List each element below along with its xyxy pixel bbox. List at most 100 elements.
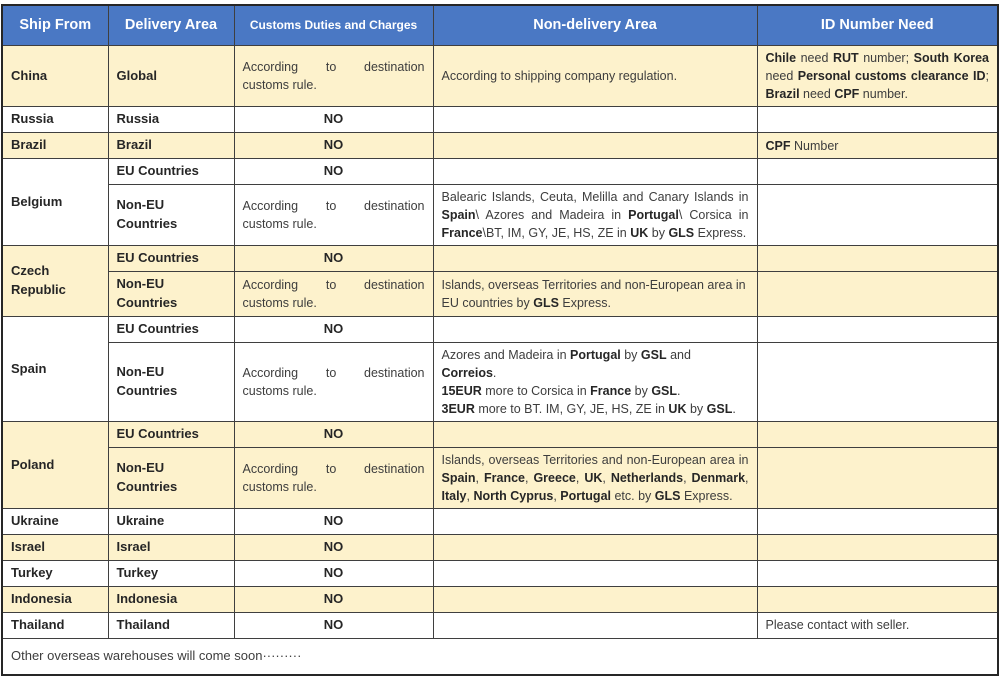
- table-row: Non-EU Countries According to destination…: [2, 447, 999, 510]
- table-cell: Other overseas warehouses will come soon…: [1, 637, 999, 676]
- table-cell: [756, 585, 999, 613]
- table-cell: Islands, overseas Territories and non-Eu…: [432, 447, 758, 510]
- table-cell: NO: [233, 534, 434, 562]
- table-cell: Turkey: [107, 560, 235, 587]
- table-cell: According to shipping company regulation…: [432, 45, 758, 108]
- table-cell: [432, 315, 758, 343]
- table-row: Czech Republic EU Countries NO: [1, 245, 999, 317]
- table-cell: Israel: [107, 534, 235, 562]
- table-cell: NO: [233, 560, 434, 587]
- table-cell: EU Countries: [107, 245, 235, 273]
- table-cell: NO: [233, 132, 434, 160]
- table-cell: [756, 315, 999, 343]
- table-cell: Indonesia: [1, 585, 109, 613]
- table-cell: Czech Republic: [1, 245, 109, 317]
- table-cell: [432, 611, 758, 639]
- table-row: Belgium EU Countries NO: [1, 158, 999, 247]
- table-cell: Belgium: [1, 158, 109, 247]
- table-cell: [432, 508, 758, 536]
- table-cell: NO: [233, 585, 434, 613]
- table-cell: Ukraine: [107, 508, 235, 536]
- table-cell: Israel: [1, 534, 109, 562]
- table-cell: According to destination customs rule.: [233, 183, 434, 247]
- table-cell: According to destination customs rule.: [233, 271, 434, 317]
- table-cell: Please contact with seller.: [756, 611, 999, 639]
- table-row: Israel Israel NO: [1, 534, 999, 562]
- table-row: Indonesia Indonesia NO: [1, 585, 999, 613]
- table-row: Spain EU Countries NO: [1, 315, 999, 423]
- table-cell: [756, 245, 999, 273]
- table-cell: [432, 534, 758, 562]
- table-cell: [432, 560, 758, 587]
- table-row: Non-EU Countries According to destination…: [2, 271, 999, 317]
- shipping-info-table: Ship From Delivery Area Customs Duties and…: [1, 4, 999, 676]
- table-cell: [756, 421, 999, 449]
- table-cell: [756, 447, 999, 510]
- table-row: Poland EU Countries NO: [1, 421, 999, 510]
- table-cell: Poland: [1, 421, 109, 510]
- table-cell: [756, 271, 999, 317]
- footer-row: Other overseas warehouses will come soon…: [1, 637, 999, 676]
- table-cell: NO: [233, 611, 434, 639]
- column-header-non-delivery-area: Non-delivery Area: [432, 4, 758, 47]
- column-header-customs-duties: Customs Duties and Charges: [233, 4, 434, 47]
- table-cell: NO: [233, 106, 434, 134]
- table-cell: According to destination customs rule.: [233, 341, 434, 423]
- table-cell: [756, 106, 999, 134]
- table-cell: [756, 183, 999, 247]
- table-row: Thailand Thailand NO Please contact with s…: [1, 611, 999, 639]
- table-cell: Chile need RUT number; South Korea need …: [756, 45, 999, 108]
- table-row: Brazil Brazil NO CPF Number: [1, 132, 999, 160]
- table-cell: China: [1, 45, 109, 108]
- table-cell: Islands, overseas Territories and non-Eu…: [432, 271, 758, 317]
- table-cell: Non-EU Countries: [107, 341, 235, 423]
- table-cell: Turkey: [1, 560, 109, 587]
- table-cell: [756, 341, 999, 423]
- column-header-id-number-need: ID Number Need: [756, 4, 999, 47]
- table-row: Russia Russia NO: [1, 106, 999, 134]
- table-cell: NO: [233, 421, 434, 449]
- header-row: Ship From Delivery Area Customs Duties and…: [1, 4, 999, 47]
- table-cell: [432, 585, 758, 613]
- table-cell: EU Countries: [107, 315, 235, 343]
- table-cell: Brazil: [107, 132, 235, 160]
- table-cell: CPF Number: [756, 132, 999, 160]
- table-cell: NO: [233, 315, 434, 343]
- table-row: Ukraine Ukraine NO: [1, 508, 999, 536]
- table-cell: Indonesia: [107, 585, 235, 613]
- column-header-delivery-area: Delivery Area: [107, 4, 235, 47]
- table-cell: EU Countries: [107, 158, 235, 185]
- table-cell: Thailand: [1, 611, 109, 639]
- table-cell: NO: [233, 245, 434, 273]
- table-cell: [756, 158, 999, 185]
- table-header: Ship From Delivery Area Customs Duties and…: [1, 4, 999, 47]
- table-body: China Global According to destination cust…: [1, 45, 999, 676]
- table-cell: Azores and Madeira in Portugal by GSL an…: [432, 341, 758, 423]
- table-cell: Ukraine: [1, 508, 109, 536]
- column-header-ship-from: Ship From: [1, 4, 109, 47]
- table-cell: According to destination customs rule.: [233, 447, 434, 510]
- table-cell: Thailand: [107, 611, 235, 639]
- table-cell: NO: [233, 508, 434, 536]
- table-cell: [432, 245, 758, 273]
- table-cell: EU Countries: [107, 421, 235, 449]
- table-row: Turkey Turkey NO: [1, 560, 999, 587]
- table-cell: Global: [107, 45, 235, 108]
- table-cell: [756, 508, 999, 536]
- table-cell: Non-EU Countries: [107, 447, 235, 510]
- table-cell: [756, 560, 999, 587]
- table-row: Non-EU Countries According to destination…: [2, 341, 999, 423]
- table-cell: Non-EU Countries: [107, 183, 235, 247]
- table-cell: Balearic Islands, Ceuta, Melilla and Can…: [432, 183, 758, 247]
- table-cell: Spain: [1, 315, 109, 423]
- table-cell: Non-EU Countries: [107, 271, 235, 317]
- table-cell: NO: [233, 158, 434, 185]
- table-cell: [432, 158, 758, 185]
- table-cell: [432, 421, 758, 449]
- table-cell: Russia: [1, 106, 109, 134]
- table-cell: According to destination customs rule.: [233, 45, 434, 108]
- table-row: Non-EU Countries According to destination…: [2, 183, 999, 247]
- table-cell: [756, 534, 999, 562]
- table-cell: Brazil: [1, 132, 109, 160]
